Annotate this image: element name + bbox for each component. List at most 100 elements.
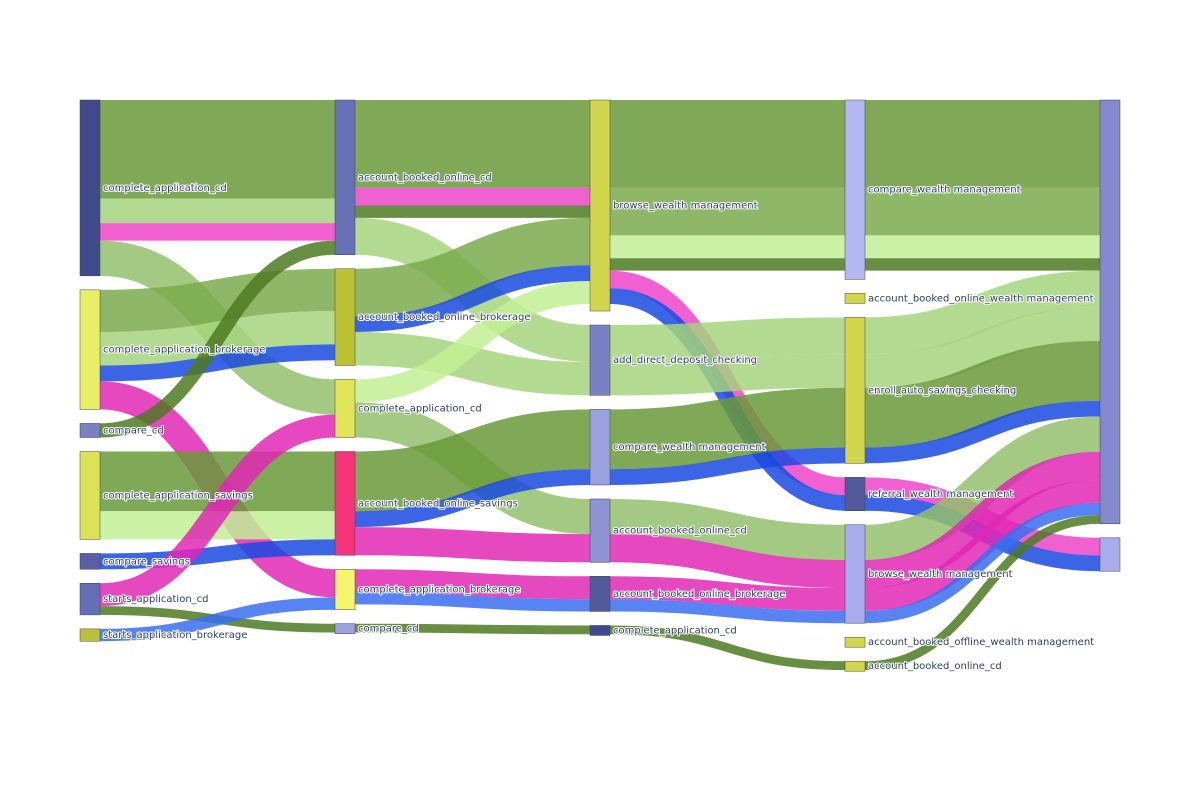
sankey-node-label: account_booked_online_wealth management — [868, 293, 1094, 304]
sankey-node-bar — [844, 636, 866, 648]
sankey-link — [609, 625, 846, 671]
sankey-node-label: account_booked_online_cd — [613, 526, 747, 537]
sankey-node-bar — [844, 660, 866, 672]
sankey-link — [864, 515, 1101, 671]
sankey-node-label: referral_wealth management — [868, 489, 1013, 500]
sankey-link — [354, 592, 591, 612]
sankey-node-label: complete_application_brokerage — [103, 345, 266, 356]
sankey-node-label: browse_wealth management — [613, 201, 758, 212]
sankey-link — [354, 409, 591, 512]
sankey-node: complete_application_brokerage — [334, 568, 522, 610]
sankey-node-bar — [589, 324, 611, 396]
sankey-node-label: enroll_auto_savings_checking — [868, 385, 1016, 396]
sankey-link — [609, 387, 846, 470]
sankey-node-label: browse_wealth management — [868, 569, 1013, 580]
sankey-node-bar — [334, 568, 356, 610]
sankey-node-bar — [844, 477, 866, 511]
sankey-node: account_booked_online_cd — [589, 498, 748, 563]
sankey-node-label: account_booked_online_brokerage — [358, 312, 531, 323]
sankey-node: starts_application_brokerage — [79, 628, 248, 642]
sankey-node-bar — [334, 623, 356, 634]
sankey-node: account_booked_online_savings — [334, 451, 519, 556]
sankey-node: complete_application_cd — [334, 379, 483, 438]
sankey-link — [609, 576, 846, 611]
sankey-link — [99, 539, 336, 570]
sankey-link — [354, 469, 591, 528]
sankey-link — [354, 623, 591, 635]
sankey-node: browse_wealth management — [844, 524, 1014, 624]
sankey-node: compare_wealth management — [844, 99, 1022, 280]
sankey-node: account_booked_online_cd — [844, 660, 1003, 673]
sankey-node-label: account_booked_online_savings — [358, 498, 518, 509]
sankey-node-bar — [844, 99, 866, 280]
sankey-node-bar — [79, 628, 101, 642]
sankey-link — [609, 317, 846, 362]
sankey-node-bar — [844, 524, 866, 624]
sankey-node-bar — [589, 625, 611, 636]
sankey-node: complete_application_cd — [589, 624, 738, 637]
sankey-link — [864, 479, 1101, 611]
sankey-node-bar — [334, 451, 356, 556]
sankey-nodes: complete_application_cd complete_applicat… — [79, 99, 1121, 673]
sankey-link — [99, 344, 336, 382]
sankey-link — [864, 502, 1101, 624]
sankey-link — [354, 265, 591, 333]
sankey-node-label: complete_application_savings — [103, 490, 253, 501]
sankey-link — [609, 498, 846, 560]
sankey-node-bar — [79, 451, 101, 540]
sankey-node — [1099, 99, 1121, 525]
sankey-node-label: account_booked_offline_wealth management — [868, 637, 1094, 648]
sankey-node-label: starts_application_brokerage — [103, 630, 247, 641]
sankey-node-bar — [79, 553, 101, 570]
sankey-link — [354, 332, 591, 396]
sankey-node-bar — [589, 409, 611, 486]
sankey-link — [864, 416, 1101, 560]
sankey-node: complete_application_cd — [79, 99, 228, 277]
sankey-node: compare_cd — [334, 623, 420, 636]
sankey-link — [609, 447, 846, 485]
sankey-node-bar — [334, 268, 356, 366]
sankey-node: enroll_auto_savings_checking — [844, 317, 1017, 464]
sankey-link — [99, 414, 336, 607]
sankey-node-label: compare_savings — [103, 556, 190, 567]
sankey-link — [609, 534, 846, 589]
sankey-node: account_booked_online_brokerage — [589, 576, 787, 612]
sankey-link — [609, 354, 846, 396]
sankey-node-bar — [79, 582, 101, 616]
sankey-node — [1099, 537, 1121, 572]
sankey-link — [99, 597, 336, 642]
sankey-node: complete_application_brokerage — [79, 289, 267, 410]
sankey-node-label: complete_application_cd — [613, 625, 737, 636]
sankey-link — [99, 240, 336, 438]
sankey-node: referral_wealth management — [844, 477, 1014, 511]
sankey-link — [354, 527, 591, 563]
sankey-node-bar — [334, 99, 356, 255]
sankey-link — [864, 270, 1101, 355]
sankey-node: account_booked_offline_wealth management — [844, 636, 1095, 649]
sankey-node: browse_wealth management — [589, 99, 759, 312]
sankey-node-label: complete_application_brokerage — [358, 584, 521, 595]
sankey-link — [354, 217, 591, 317]
sankey-node: add_direct_deposit_checking — [589, 324, 758, 396]
sankey-node: compare_savings — [79, 553, 191, 570]
sankey-link — [864, 307, 1101, 388]
sankey-node-bar — [334, 379, 356, 438]
sankey-node-label: account_booked_online_brokerage — [613, 589, 786, 600]
sankey-node-bar — [1099, 99, 1121, 525]
sankey-node-label: complete_application_cd — [103, 183, 227, 194]
sankey-link — [354, 281, 591, 403]
sankey-link — [864, 451, 1101, 589]
sankey-node-label: compare_wealth management — [613, 442, 766, 453]
sankey-node-bar — [79, 423, 101, 438]
sankey-link — [99, 268, 336, 333]
sankey-node-label: compare_wealth management — [868, 185, 1021, 196]
sankey-node: account_booked_online_wealth management — [844, 292, 1095, 305]
sankey-node-bar — [589, 99, 611, 312]
sankey-node-bar — [589, 576, 611, 612]
sankey-node-label: compare_cd — [103, 425, 164, 436]
sankey-node-label: add_direct_deposit_checking — [613, 355, 757, 366]
sankey-link — [864, 400, 1101, 464]
sankey-node: account_booked_online_brokerage — [334, 268, 532, 366]
sankey-link — [864, 340, 1101, 448]
sankey-node-label: starts_application_cd — [103, 594, 209, 605]
